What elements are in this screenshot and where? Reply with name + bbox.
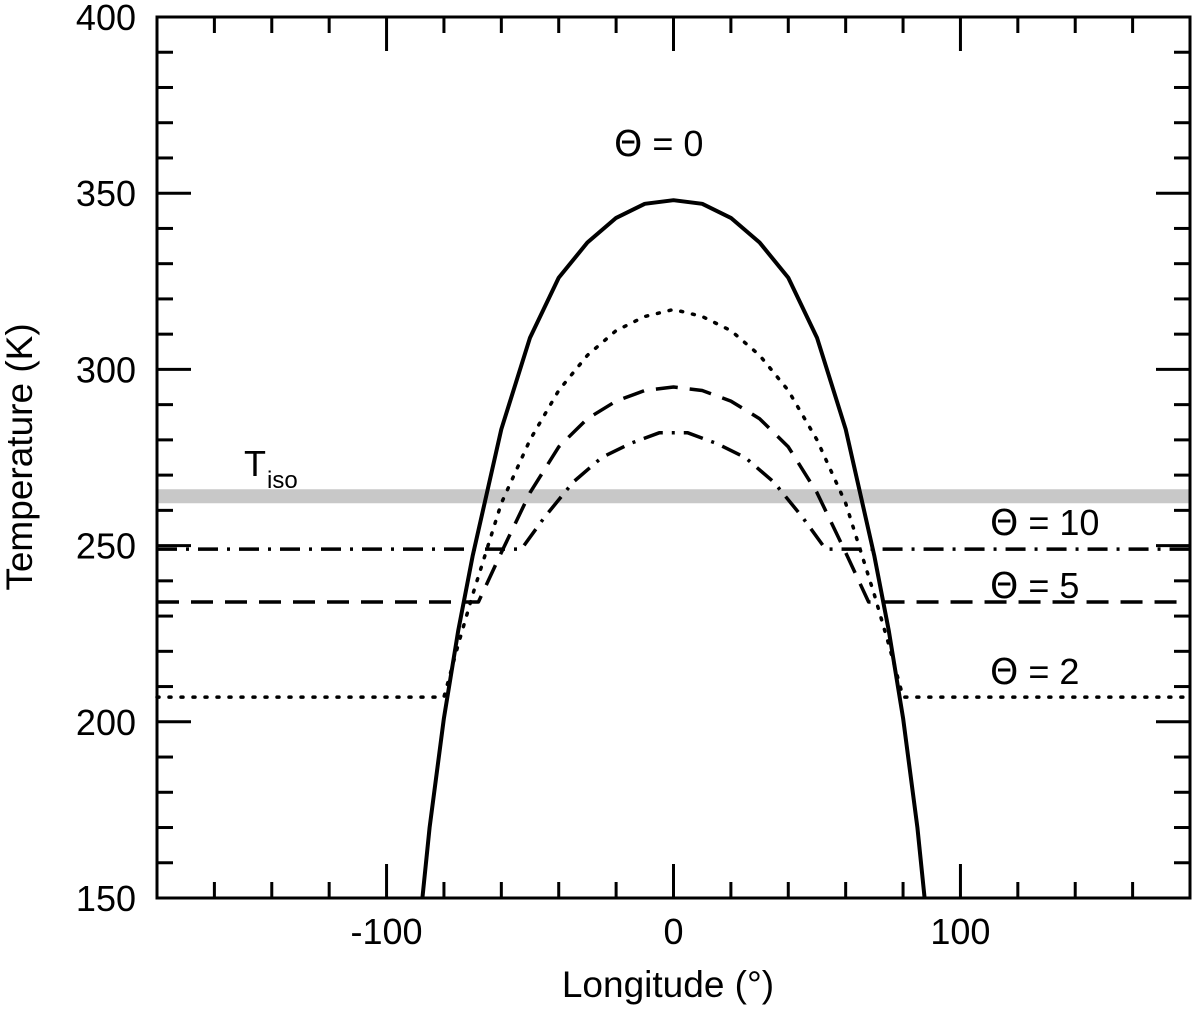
annotation-theta-0: Θ = 0 [614, 123, 703, 165]
y-tick-label: 300 [76, 349, 136, 390]
theta-symbol: Θ [990, 503, 1018, 544]
series-line-theta10 [157, 431, 1190, 551]
x-tick-label: 0 [663, 911, 683, 952]
x-tick-label: 100 [930, 911, 990, 952]
x-tick-label: -100 [351, 911, 423, 952]
annotation-theta-5: Θ = 5 [990, 565, 1079, 607]
series-line-theta0 [420, 198, 927, 899]
t-iso-subscript: iso [267, 467, 298, 494]
y-tick-label: 150 [76, 878, 136, 919]
annotation-theta-10: Θ = 10 [990, 502, 1099, 544]
y-tick-label: 400 [76, 0, 136, 38]
x-axis-title: Longitude (°) [562, 964, 774, 1005]
annotation-theta-2: Θ = 2 [990, 651, 1079, 693]
annotation-value: = 10 [1018, 502, 1099, 543]
y-tick-label: 200 [76, 702, 136, 743]
theta-symbol: Θ [614, 124, 642, 165]
theta-symbol: Θ [990, 566, 1018, 607]
t-iso-main: T [244, 443, 266, 484]
annotation-value: = 2 [1018, 651, 1079, 692]
annotation-t-iso: Tiso [244, 443, 298, 494]
y-axis-title: Temperature (K) [0, 323, 40, 590]
series-line-theta5 [157, 385, 1190, 604]
annotation-value: = 5 [1018, 565, 1079, 606]
theta-symbol: Θ [990, 652, 1018, 693]
y-tick-label: 350 [76, 173, 136, 214]
annotation-value: = 0 [642, 123, 703, 164]
y-tick-label: 250 [76, 526, 136, 567]
